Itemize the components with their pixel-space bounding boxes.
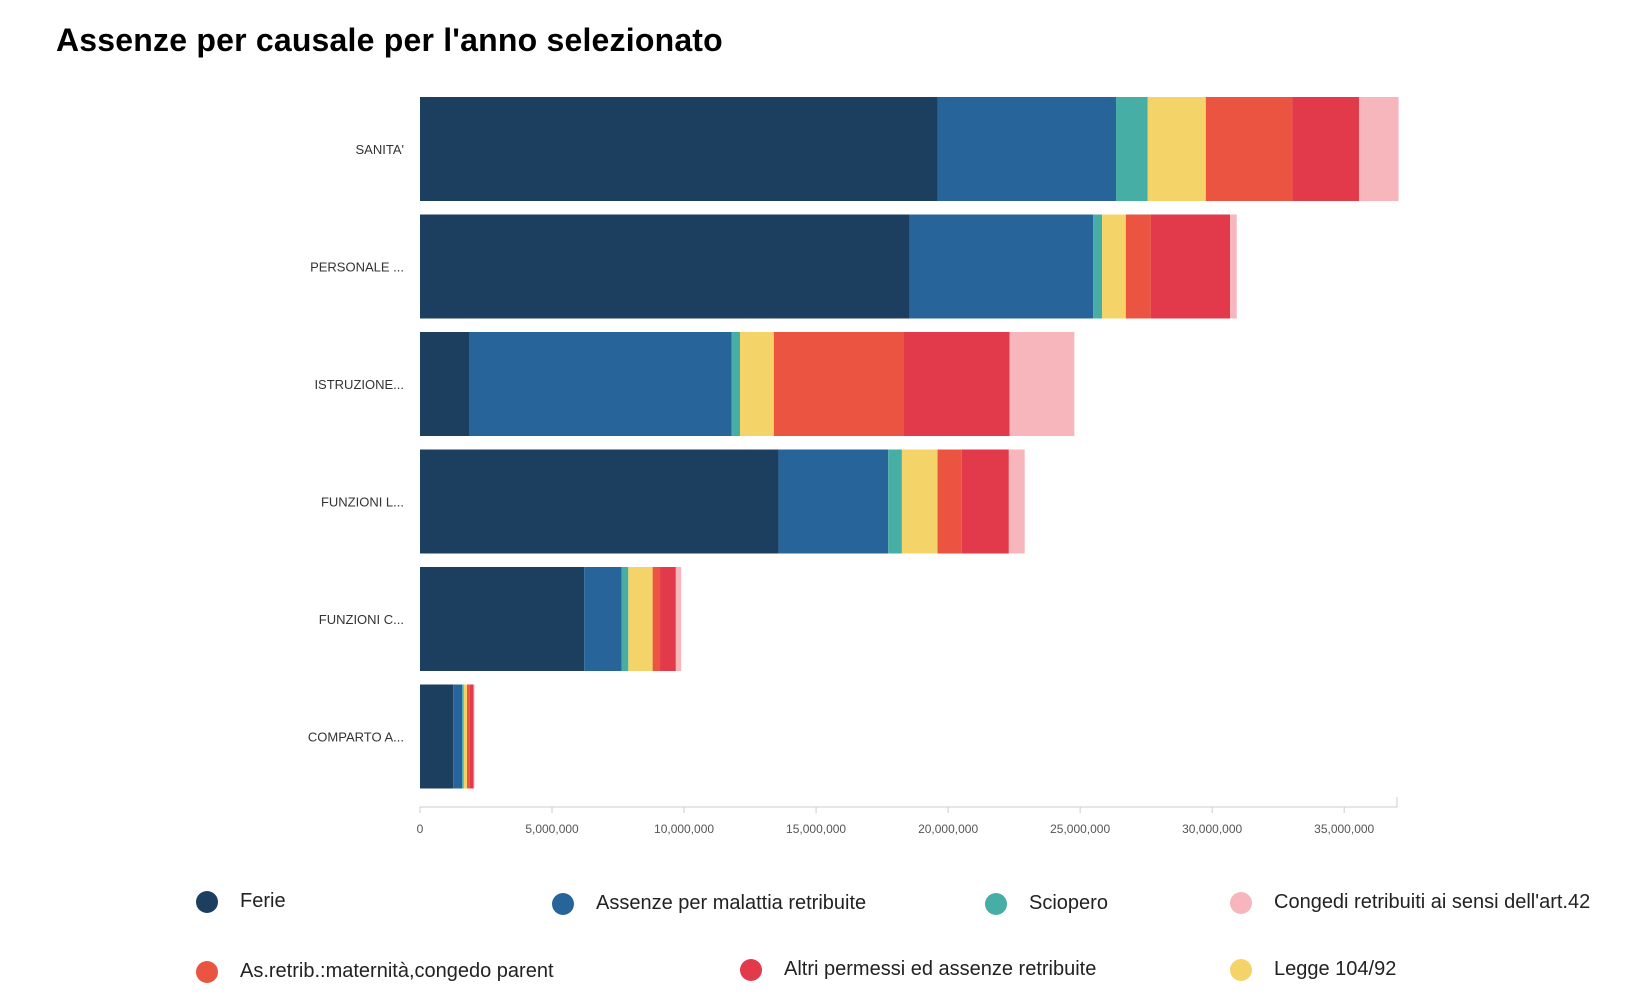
bar-segment-3-6[interactable] bbox=[1008, 449, 1025, 554]
legend-item-sciopero[interactable]: Sciopero bbox=[985, 892, 1108, 915]
legend-item-malattia[interactable]: Assenze per malattia retribuite bbox=[552, 892, 866, 915]
bar-segment-5-4[interactable] bbox=[467, 684, 470, 789]
bar-segment-3-2[interactable] bbox=[888, 449, 902, 554]
chart-title: Assenze per causale per l'anno seleziona… bbox=[56, 22, 723, 58]
x-tick-label: 20,000,000 bbox=[918, 822, 978, 836]
bar-segment-0-4[interactable] bbox=[1205, 97, 1293, 201]
bar-segment-5-2[interactable] bbox=[462, 684, 464, 789]
bar-segment-1-5[interactable] bbox=[1150, 214, 1231, 319]
legend-item-legge-104[interactable]: Legge 104/92 bbox=[1230, 958, 1396, 981]
bar-segment-3-5[interactable] bbox=[961, 449, 1009, 554]
bar-segment-5-3[interactable] bbox=[463, 684, 468, 789]
bar-segment-3-3[interactable] bbox=[901, 449, 938, 554]
legend-item-altri-permessi[interactable]: Altri permessi ed assenze retribuite bbox=[740, 958, 1096, 981]
bar-segment-5-6[interactable] bbox=[473, 684, 475, 789]
legend-swatch bbox=[1230, 891, 1252, 914]
bar-segment-3-1[interactable] bbox=[778, 449, 889, 554]
bar-segment-4-5[interactable] bbox=[660, 567, 676, 671]
bar-segment-1-1[interactable] bbox=[909, 214, 1094, 319]
x-tick-label: 35,000,000 bbox=[1314, 822, 1374, 836]
bar-segment-0-2[interactable] bbox=[1116, 97, 1148, 201]
bar-segment-2-5[interactable] bbox=[904, 332, 1010, 436]
bar-segment-2-4[interactable] bbox=[773, 332, 905, 436]
x-tick-label: 0 bbox=[417, 822, 424, 836]
bar-segment-0-3[interactable] bbox=[1147, 97, 1206, 201]
legend-item-ferie[interactable]: Ferie bbox=[196, 890, 286, 913]
bar-segment-4-3[interactable] bbox=[628, 567, 653, 671]
category-label: ISTRUZIONE... bbox=[314, 377, 404, 392]
legend-label: As.retrib.:maternità,congedo parent bbox=[240, 960, 554, 982]
legend-swatch bbox=[196, 960, 218, 983]
bar-segment-1-4[interactable] bbox=[1125, 214, 1151, 319]
legend-label: Altri permessi ed assenze retribuite bbox=[784, 958, 1097, 980]
bar-segment-2-6[interactable] bbox=[1009, 332, 1075, 436]
bar-segment-4-4[interactable] bbox=[652, 567, 661, 671]
category-label: PERSONALE ... bbox=[310, 260, 404, 275]
legend-label: Ferie bbox=[240, 890, 286, 912]
bar-segment-5-5[interactable] bbox=[469, 684, 474, 789]
bar-segment-0-1[interactable] bbox=[937, 97, 1117, 201]
legend-label: Congedi retribuiti ai sensi dell'art.42 bbox=[1274, 891, 1591, 913]
x-tick-label: 30,000,000 bbox=[1182, 822, 1242, 836]
bar-segment-2-3[interactable] bbox=[740, 332, 774, 436]
legend-label: Legge 104/92 bbox=[1274, 958, 1397, 980]
category-label: SANITA' bbox=[356, 142, 404, 157]
bar-segment-4-2[interactable] bbox=[621, 567, 629, 671]
x-tick-label: 15,000,000 bbox=[786, 822, 846, 836]
legend-label: Assenze per malattia retribuite bbox=[596, 892, 867, 914]
legend-swatch bbox=[740, 958, 762, 981]
bar-segment-1-0[interactable] bbox=[420, 214, 910, 319]
bar-segment-1-2[interactable] bbox=[1093, 214, 1103, 319]
category-labels: SANITA' PERSONALE ... ISTRUZIONE... FUNZION… bbox=[308, 142, 404, 745]
bar-segment-1-6[interactable] bbox=[1230, 214, 1237, 319]
x-tick-label: 10,000,000 bbox=[654, 822, 714, 836]
bar-segment-4-0[interactable] bbox=[420, 567, 585, 671]
bar-segment-3-4[interactable] bbox=[937, 449, 962, 554]
bar-segment-5-0[interactable] bbox=[420, 684, 454, 789]
category-label: FUNZIONI L... bbox=[321, 495, 404, 510]
x-tick-label: 5,000,000 bbox=[525, 822, 579, 836]
bar-segment-1-3[interactable] bbox=[1102, 214, 1126, 319]
x-axis: 0 5,000,000 10,000,000 15,000,000 20,000,000… bbox=[417, 797, 1398, 836]
bar-segment-2-2[interactable] bbox=[731, 332, 741, 436]
bar-segment-0-5[interactable] bbox=[1292, 97, 1359, 201]
legend-item-maternita[interactable]: As.retrib.:maternità,congedo parent bbox=[196, 960, 554, 983]
bar-segment-4-6[interactable] bbox=[675, 567, 682, 671]
bar-segment-0-0[interactable] bbox=[420, 97, 938, 201]
bar-segment-2-0[interactable] bbox=[420, 332, 470, 436]
category-label: FUNZIONI C... bbox=[319, 612, 404, 627]
x-tick-label: 25,000,000 bbox=[1050, 822, 1110, 836]
category-label: COMPARTO A... bbox=[308, 730, 404, 745]
legend-swatch bbox=[196, 890, 218, 913]
bars-layer bbox=[420, 97, 1399, 789]
stacked-bar-chart: SANITA' PERSONALE ... ISTRUZIONE... FUNZION… bbox=[308, 97, 1399, 836]
bar-segment-2-1[interactable] bbox=[469, 332, 732, 436]
legend-swatch bbox=[985, 892, 1007, 915]
bar-segment-4-1[interactable] bbox=[584, 567, 622, 671]
bar-segment-0-6[interactable] bbox=[1358, 97, 1399, 201]
bar-segment-5-1[interactable] bbox=[453, 684, 463, 789]
legend-swatch bbox=[552, 892, 574, 915]
legend-label: Sciopero bbox=[1029, 892, 1108, 914]
legend-swatch bbox=[1230, 958, 1252, 981]
bar-segment-3-0[interactable] bbox=[420, 449, 779, 554]
legend-item-congedi[interactable]: Congedi retribuiti ai sensi dell'art.42 bbox=[1230, 891, 1590, 914]
